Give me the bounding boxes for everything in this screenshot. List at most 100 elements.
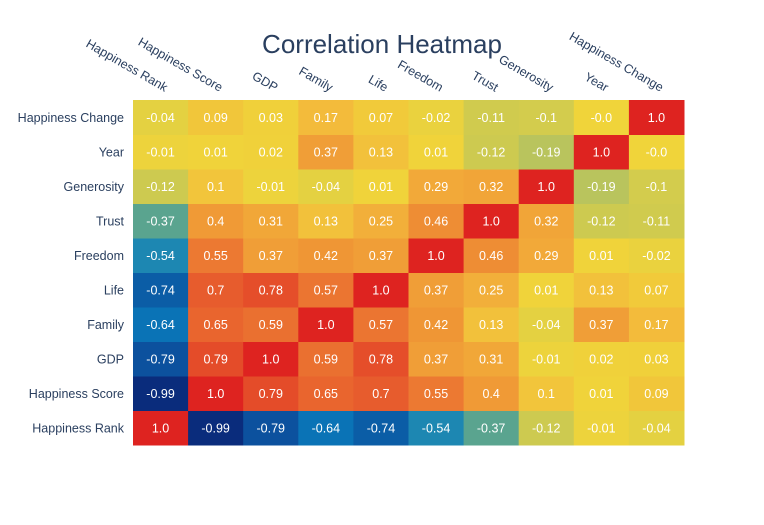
heatmap-cell[interactable] (298, 203, 354, 239)
heatmap-cell[interactable] (408, 100, 465, 135)
heatmap-cell[interactable] (573, 376, 630, 411)
heatmap-cell[interactable] (573, 272, 630, 308)
heatmap-cell[interactable] (243, 238, 299, 273)
heatmap-cell[interactable] (573, 169, 630, 204)
heatmap-cell[interactable] (628, 272, 685, 308)
heatmap-cell[interactable] (188, 272, 244, 308)
heatmap-cell[interactable] (243, 410, 299, 446)
heatmap-cell[interactable] (573, 100, 630, 135)
heatmap-cell[interactable] (573, 307, 630, 342)
heatmap-cell[interactable] (463, 307, 520, 342)
heatmap-cell[interactable] (518, 307, 575, 342)
heatmap-cell[interactable] (133, 376, 189, 411)
heatmap-cell[interactable] (133, 238, 189, 273)
heatmap-cell[interactable] (408, 134, 465, 170)
heatmap-cell[interactable] (133, 410, 189, 446)
heatmap-cell[interactable] (188, 341, 244, 377)
heatmap-cell[interactable] (463, 410, 520, 446)
heatmap-cell[interactable] (518, 169, 575, 204)
heatmap-cell[interactable] (243, 272, 299, 308)
heatmap-cell[interactable] (353, 307, 409, 342)
heatmap-cell[interactable] (628, 307, 685, 342)
heatmap-cell[interactable] (628, 238, 685, 273)
heatmap-cell[interactable] (298, 410, 354, 446)
heatmap-cell[interactable] (188, 307, 244, 342)
heatmap-cell[interactable] (518, 134, 575, 170)
heatmap-cell[interactable] (573, 410, 630, 446)
heatmap-cell[interactable] (298, 376, 354, 411)
heatmap-cell[interactable] (628, 376, 685, 411)
heatmap-cell[interactable] (188, 134, 244, 170)
heatmap-cell[interactable] (353, 100, 409, 135)
heatmap-cell[interactable] (243, 307, 299, 342)
heatmap-cell[interactable] (133, 307, 189, 342)
heatmap-cell[interactable] (573, 203, 630, 239)
heatmap-cell[interactable] (133, 203, 189, 239)
heatmap-cell[interactable] (518, 272, 575, 308)
heatmap-cell[interactable] (463, 341, 520, 377)
heatmap-cell[interactable] (573, 238, 630, 273)
heatmap-cell[interactable] (518, 203, 575, 239)
heatmap-cell[interactable] (518, 341, 575, 377)
heatmap-cell[interactable] (353, 134, 409, 170)
heatmap-cell[interactable] (628, 341, 685, 377)
heatmap-cell[interactable] (133, 100, 189, 135)
heatmap-cell[interactable] (463, 203, 520, 239)
heatmap-cell[interactable] (408, 341, 465, 377)
heatmap-cell[interactable] (243, 341, 299, 377)
heatmap-cell[interactable] (463, 169, 520, 204)
heatmap-cell[interactable] (518, 238, 575, 273)
heatmap-cell[interactable] (353, 169, 409, 204)
heatmap-cell[interactable] (188, 100, 244, 135)
heatmap-cell[interactable] (628, 169, 685, 204)
heatmap-cell[interactable] (243, 134, 299, 170)
heatmap-cell[interactable] (188, 203, 244, 239)
heatmap-cell[interactable] (408, 272, 465, 308)
heatmap-cell[interactable] (243, 376, 299, 411)
heatmap-cell[interactable] (408, 238, 465, 273)
heatmap-cell[interactable] (298, 272, 354, 308)
heatmap-cell[interactable] (133, 341, 189, 377)
heatmap-cell[interactable] (463, 272, 520, 308)
heatmap-cell[interactable] (353, 341, 409, 377)
heatmap-cell[interactable] (188, 376, 244, 411)
heatmap-cell[interactable] (463, 238, 520, 273)
heatmap-cell[interactable] (298, 341, 354, 377)
heatmap-cell[interactable] (518, 376, 575, 411)
heatmap-cell[interactable] (353, 203, 409, 239)
heatmap-cell[interactable] (518, 100, 575, 135)
heatmap-cell[interactable] (188, 410, 244, 446)
heatmap-cell[interactable] (408, 376, 465, 411)
heatmap-cell[interactable] (628, 134, 685, 170)
heatmap-cell[interactable] (133, 134, 189, 170)
heatmap-cell[interactable] (463, 134, 520, 170)
heatmap-cell[interactable] (243, 203, 299, 239)
heatmap-cell[interactable] (188, 238, 244, 273)
heatmap-cell[interactable] (188, 169, 244, 204)
heatmap-cell[interactable] (353, 272, 409, 308)
heatmap-cell[interactable] (463, 100, 520, 135)
heatmap-cell[interactable] (408, 410, 465, 446)
heatmap-cell[interactable] (243, 169, 299, 204)
heatmap-cell[interactable] (353, 376, 409, 411)
heatmap-cell[interactable] (298, 238, 354, 273)
heatmap-cell[interactable] (243, 100, 299, 135)
heatmap-cell[interactable] (628, 100, 685, 135)
heatmap-cell[interactable] (518, 410, 575, 446)
heatmap-cell[interactable] (573, 134, 630, 170)
heatmap-cell[interactable] (628, 203, 685, 239)
heatmap-cell[interactable] (353, 238, 409, 273)
heatmap-cell[interactable] (408, 307, 465, 342)
heatmap-cell[interactable] (573, 341, 630, 377)
heatmap-cell[interactable] (628, 410, 685, 446)
heatmap-cell[interactable] (133, 169, 189, 204)
heatmap-cell[interactable] (298, 100, 354, 135)
heatmap-cell[interactable] (353, 410, 409, 446)
heatmap-cell[interactable] (298, 307, 354, 342)
heatmap-cell[interactable] (408, 203, 465, 239)
heatmap-cell[interactable] (133, 272, 189, 308)
heatmap-cell[interactable] (298, 134, 354, 170)
heatmap-cell[interactable] (463, 376, 520, 411)
heatmap-cell[interactable] (408, 169, 465, 204)
heatmap-cell[interactable] (298, 169, 354, 204)
